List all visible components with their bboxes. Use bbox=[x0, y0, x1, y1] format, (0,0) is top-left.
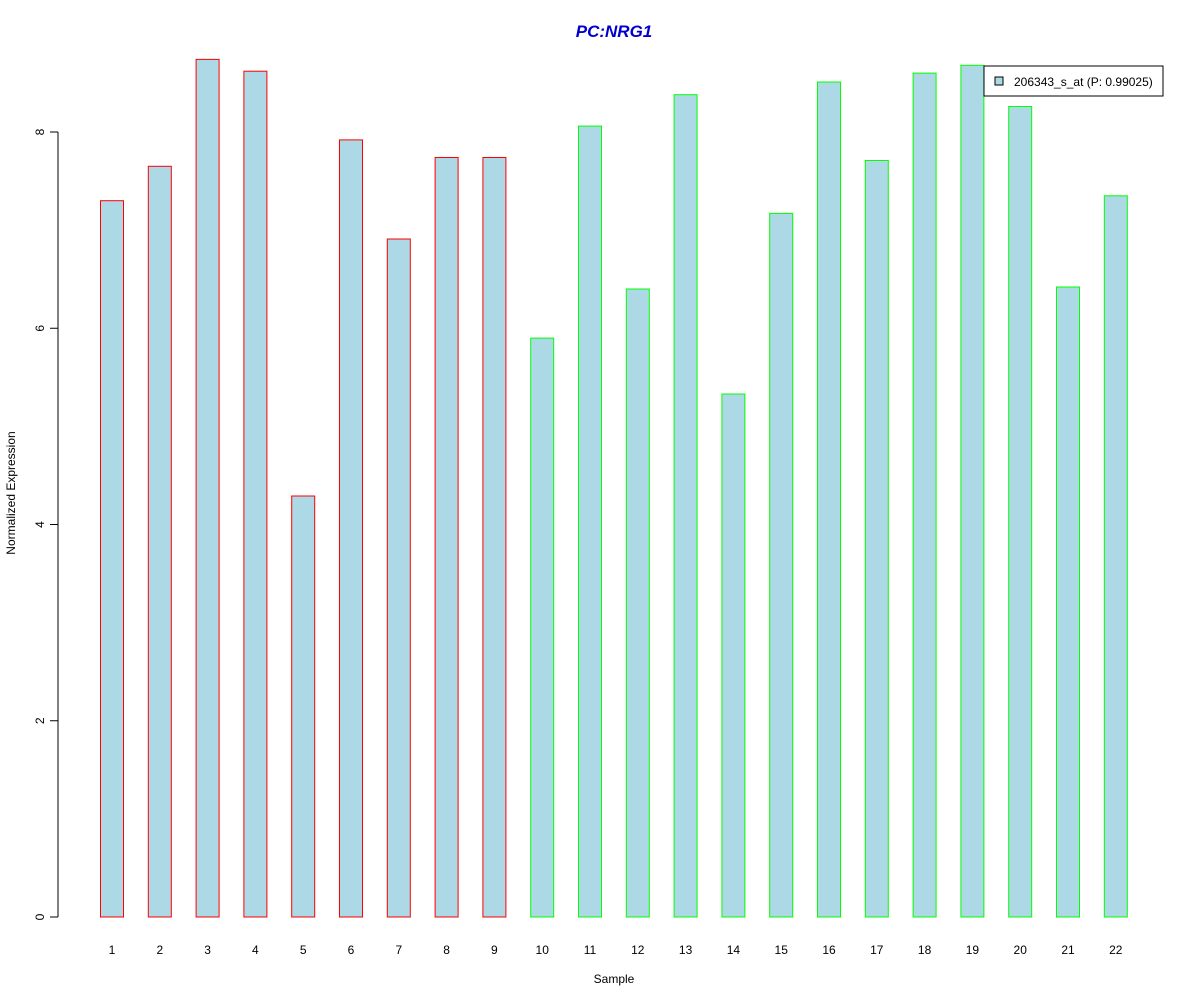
bar-sample-14 bbox=[721, 393, 746, 918]
x-tick-label: 17 bbox=[870, 943, 884, 957]
bar-sample-13 bbox=[673, 94, 698, 918]
bars bbox=[100, 58, 1128, 918]
x-tick-label: 16 bbox=[822, 943, 836, 957]
y-tick-label: 6 bbox=[33, 325, 47, 332]
bar-sample-2 bbox=[147, 165, 172, 918]
bar-sample-22 bbox=[1103, 195, 1128, 918]
x-axis-title: Sample bbox=[594, 972, 635, 986]
y-tick-label: 4 bbox=[33, 521, 47, 528]
x-tick-label: 21 bbox=[1061, 943, 1075, 957]
x-tick-label: 22 bbox=[1109, 943, 1123, 957]
bar-sample-3 bbox=[195, 58, 220, 918]
legend-label: 206343_s_at (P: 0.99025) bbox=[1014, 75, 1153, 89]
legend-swatch bbox=[994, 76, 1004, 86]
x-tick-label: 5 bbox=[300, 943, 307, 957]
x-tick-label: 3 bbox=[204, 943, 211, 957]
bar-sample-15 bbox=[769, 212, 794, 918]
bar-sample-10 bbox=[530, 337, 555, 918]
x-tick-label: 13 bbox=[679, 943, 693, 957]
x-tick-label: 20 bbox=[1014, 943, 1028, 957]
x-tick-label: 6 bbox=[348, 943, 355, 957]
bar-sample-5 bbox=[291, 495, 316, 918]
x-tick-label: 9 bbox=[491, 943, 498, 957]
bar-sample-16 bbox=[817, 81, 841, 918]
bar-sample-9 bbox=[482, 157, 507, 918]
bar-sample-21 bbox=[1056, 286, 1080, 918]
x-tick-label: 8 bbox=[443, 943, 450, 957]
legend-box bbox=[983, 65, 1164, 97]
legend: 206343_s_at (P: 0.99025) bbox=[983, 65, 1164, 97]
y-axis: 0 2 4 6 8 bbox=[33, 128, 59, 920]
bar-sample-6 bbox=[339, 139, 363, 918]
bar-sample-20 bbox=[1008, 106, 1033, 918]
bar-sample-8 bbox=[434, 157, 459, 918]
x-axis-labels: 1 2 3 4 5 6 7 8 9 10 11 12 13 14 15 16 17 18 19 20 21 22 bbox=[109, 943, 1123, 957]
x-tick-label: 19 bbox=[966, 943, 980, 957]
x-tick-label: 4 bbox=[252, 943, 259, 957]
x-tick-label: 14 bbox=[727, 943, 741, 957]
y-tick-label: 8 bbox=[33, 128, 47, 135]
bar-sample-19 bbox=[960, 64, 985, 918]
bar-sample-18 bbox=[912, 72, 937, 918]
y-axis-title: Normalized Expression bbox=[4, 431, 18, 554]
bar-sample-1 bbox=[100, 200, 124, 918]
x-tick-label: 10 bbox=[536, 943, 550, 957]
x-tick-label: 18 bbox=[918, 943, 932, 957]
x-tick-label: 2 bbox=[156, 943, 163, 957]
x-tick-label: 15 bbox=[775, 943, 789, 957]
bar-sample-12 bbox=[625, 288, 650, 918]
bar-sample-17 bbox=[864, 160, 889, 918]
x-tick-label: 1 bbox=[109, 943, 116, 957]
bar-sample-11 bbox=[578, 125, 602, 918]
bar-sample-4 bbox=[243, 70, 268, 918]
x-tick-label: 11 bbox=[584, 943, 597, 957]
x-tick-label: 7 bbox=[395, 943, 402, 957]
x-tick-label: 12 bbox=[631, 943, 645, 957]
bar-sample-7 bbox=[386, 238, 411, 918]
y-tick-label: 2 bbox=[33, 717, 47, 724]
y-tick-label: 0 bbox=[33, 913, 47, 920]
chart-title: PC:NRG1 bbox=[576, 22, 653, 41]
